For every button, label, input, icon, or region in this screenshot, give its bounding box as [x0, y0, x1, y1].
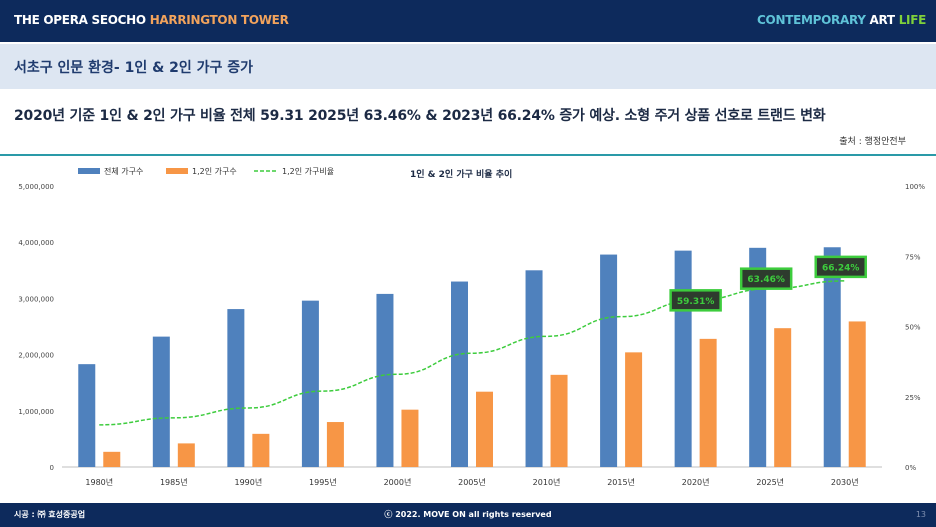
bar-small-households	[848, 321, 866, 467]
footer-builder: 시공 : ㈜ 효성중공업	[14, 510, 86, 519]
legend-label-ratio: 1,2인 가구비율	[282, 166, 334, 176]
callouts-group: 59.31% 63.46% 66.24%	[669, 255, 867, 312]
x-tick-label: 2030년	[831, 477, 859, 487]
ratio-callout-label: 66.24%	[822, 263, 860, 273]
ratio-line	[99, 280, 845, 426]
x-tick-label: 2005년	[458, 477, 486, 487]
bar-small-households	[550, 374, 568, 467]
legend: 전체 가구수 1,2인 가구수 1,2인 가구비율	[78, 166, 334, 176]
ratio-callout-box	[669, 289, 722, 312]
x-tick-label: 1985년	[160, 477, 188, 487]
section-bar	[0, 44, 936, 89]
divider-line	[0, 154, 936, 156]
bar-total-households	[78, 364, 96, 467]
right-tick-label: 25%	[905, 394, 921, 402]
top-bar	[0, 0, 936, 42]
brand-slogan-1: CONTEMPORARY	[757, 13, 866, 27]
brand-name: THE OPERA SEOCHO	[14, 13, 146, 27]
legend-swatch-total	[78, 168, 100, 174]
legend-label-small: 1,2인 가구수	[192, 166, 237, 176]
bar-total-households	[823, 247, 841, 467]
bar-small-households	[476, 391, 493, 467]
legend-swatch-small	[166, 168, 188, 174]
bars-group	[78, 247, 866, 467]
footer-bar	[0, 503, 936, 527]
brand-slogan-3: LIFE	[898, 13, 927, 27]
household-chart: 0 1,000,000 2,000,000 3,000,000 4,000,000 5,0…	[18, 166, 925, 487]
left-tick-label: 5,000,000	[18, 183, 54, 191]
x-axis-labels: 1980년 1985년 1990년 1995년 2000년 2005년 2010년 2015년…	[85, 477, 858, 487]
legend-label-total: 전체 가구수	[104, 166, 143, 176]
right-tick-label: 0%	[905, 464, 916, 472]
bar-total-households	[376, 293, 394, 467]
bar-total-households	[600, 254, 618, 467]
bar-total-households	[525, 270, 543, 467]
bar-small-households	[774, 328, 792, 467]
bar-total-households	[451, 281, 468, 467]
ratio-callout-label: 59.31%	[677, 297, 715, 307]
headline: 2020년 기준 1인 & 2인 가구 비율 전체 59.31 2025년 63…	[14, 108, 826, 124]
footer-copyright: ⓒ 2022. MOVE ON all rights reserved	[384, 510, 552, 519]
x-tick-label: 1990년	[234, 477, 262, 487]
right-tick-label: 50%	[905, 324, 921, 332]
chart-title: 1인 & 2인 가구 비율 추이	[410, 168, 512, 180]
right-tick-label: 100%	[905, 183, 925, 191]
left-tick-label: 3,000,000	[18, 295, 54, 303]
bar-total-households	[301, 300, 319, 467]
bar-small-households	[401, 409, 419, 467]
page-number: 13	[915, 510, 926, 519]
bar-total-households	[227, 309, 245, 467]
x-tick-label: 2000년	[384, 477, 412, 487]
ratio-callout-label: 63.46%	[747, 275, 785, 285]
right-tick-label: 75%	[905, 253, 921, 261]
left-tick-label: 2,000,000	[18, 352, 54, 360]
bar-small-households	[177, 443, 195, 467]
x-tick-label: 2025년	[756, 477, 784, 487]
bar-total-households	[674, 250, 692, 467]
left-axis: 0 1,000,000 2,000,000 3,000,000 4,000,000 5,0…	[18, 183, 54, 472]
ratio-callout-box	[739, 267, 793, 290]
left-tick-label: 1,000,000	[18, 408, 54, 416]
bar-total-households	[152, 336, 170, 467]
bar-small-households	[625, 352, 643, 467]
bar-small-households	[252, 433, 270, 467]
x-tick-label: 1995년	[309, 477, 337, 487]
brand-right: CONTEMPORARY ART LIFE	[757, 13, 926, 27]
ratio-callout-box	[814, 255, 867, 279]
brand-tower: HARRINGTON TOWER	[149, 13, 289, 27]
bar-small-households	[699, 338, 717, 467]
section-title: 서초구 인문 환경- 1인 & 2인 가구 증가	[14, 60, 254, 76]
ratio-line-group	[99, 280, 845, 426]
x-tick-label: 1980년	[85, 477, 113, 487]
x-tick-label: 2020년	[682, 477, 710, 487]
brand-left: THE OPERA SEOCHO HARRINGTON TOWER	[14, 13, 289, 27]
bar-small-households	[326, 422, 344, 467]
bar-small-households	[103, 451, 121, 467]
right-axis: 0% 25% 50% 75% 100%	[905, 183, 925, 472]
brand-slogan-2: ART	[869, 13, 896, 27]
x-tick-label: 2015년	[607, 477, 635, 487]
source-note: 출처 : 행정안전부	[839, 137, 906, 147]
bar-total-households	[749, 247, 767, 467]
left-tick-label: 4,000,000	[18, 239, 54, 247]
left-tick-label: 0	[50, 464, 54, 472]
x-tick-label: 2010년	[533, 477, 561, 487]
